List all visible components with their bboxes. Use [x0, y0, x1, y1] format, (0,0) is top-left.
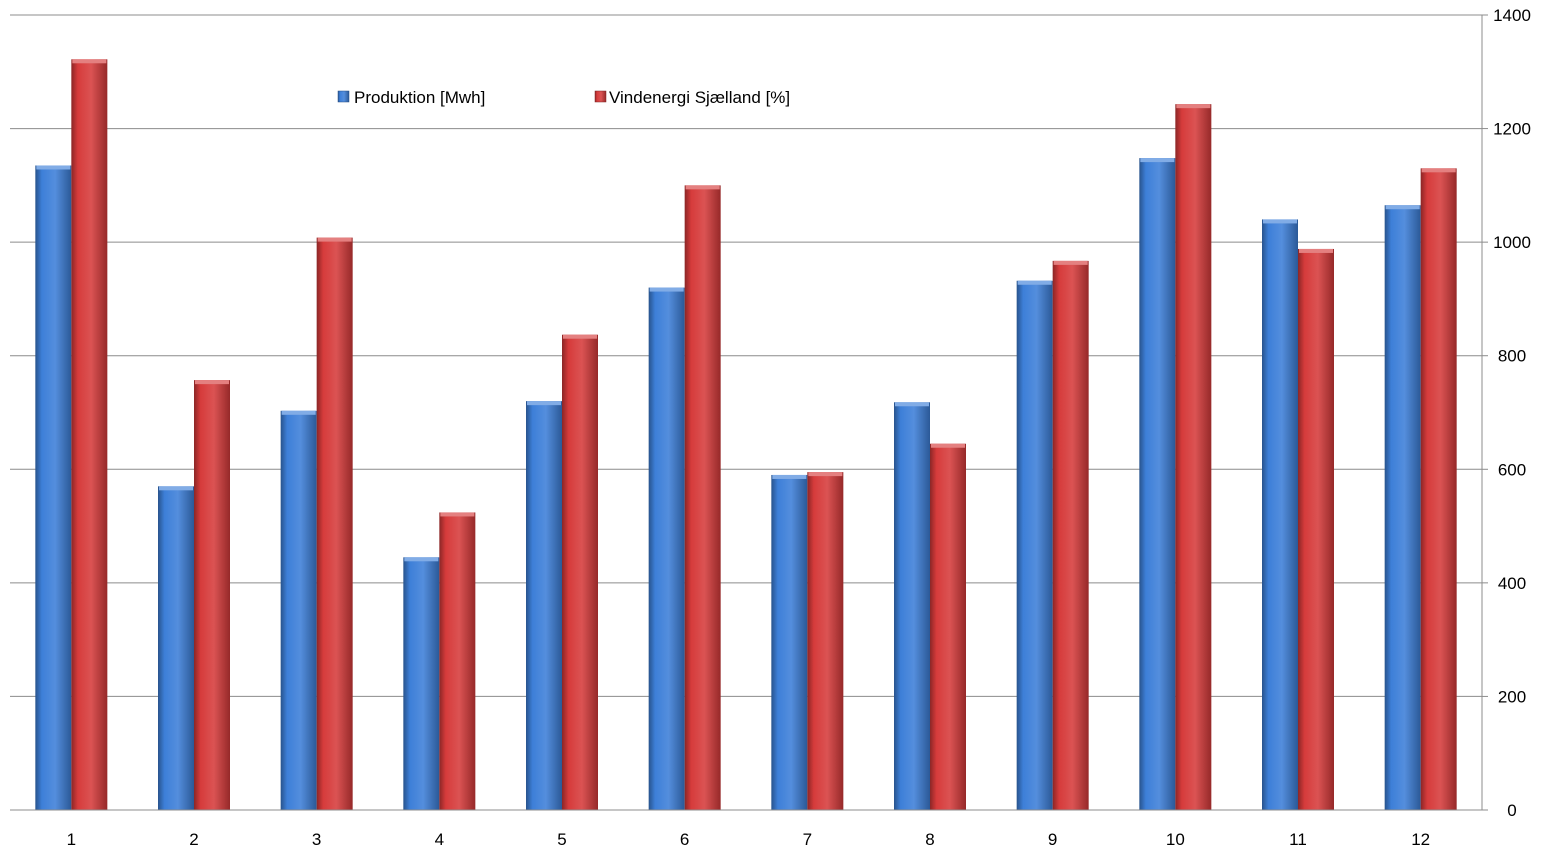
x-tick-label-1: 1 [67, 830, 76, 849]
x-tick-label-8: 8 [925, 830, 934, 849]
y-tick-label-0: 0 [1507, 801, 1516, 820]
bar-cap-produktion-4 [404, 557, 439, 562]
y-tick-label-1000: 1000 [1493, 233, 1531, 252]
legend-swatch-vindenergi [594, 90, 607, 103]
x-tick-label-5: 5 [557, 830, 566, 849]
bar-produktion-8 [894, 402, 930, 810]
y-tick-label-600: 600 [1498, 460, 1526, 479]
bar-produktion-5 [526, 401, 562, 810]
y-tick-label-1400: 1400 [1493, 6, 1531, 25]
y-tick-label-800: 800 [1498, 347, 1526, 366]
bar-vindenergi-10 [1175, 104, 1212, 811]
bar-cap-vindenergi-5 [563, 334, 597, 339]
x-tick-label-7: 7 [803, 830, 812, 849]
bar-cap-produktion-9 [1017, 280, 1052, 285]
x-tick-label-6: 6 [680, 830, 689, 849]
bar-cap-vindenergi-2 [195, 380, 229, 385]
bar-cap-vindenergi-12 [1421, 168, 1456, 173]
bar-cap-vindenergi-1 [72, 59, 107, 64]
bar-cap-produktion-3 [281, 410, 316, 415]
bar-vindenergi-4 [439, 512, 476, 810]
bar-vindenergi-9 [1052, 260, 1089, 810]
bar-produktion-10 [1139, 158, 1176, 811]
bar-produktion-7 [771, 474, 808, 810]
bar-cap-vindenergi-10 [1176, 104, 1211, 109]
x-tick-label-2: 2 [189, 830, 198, 849]
legend-label-vindenergi: Vindenergi Sjælland [%] [609, 88, 790, 107]
x-tick-label-3: 3 [312, 830, 321, 849]
bar-produktion-1 [35, 165, 72, 810]
bar-produktion-9 [1016, 280, 1053, 810]
bar-vindenergi-2 [194, 380, 230, 810]
bar-cap-produktion-1 [36, 165, 71, 170]
x-tick-label-9: 9 [1048, 830, 1057, 849]
bar-vindenergi-6 [684, 185, 721, 810]
bar-vindenergi-5 [562, 334, 598, 810]
bars [35, 59, 1457, 811]
bar-cap-vindenergi-4 [440, 512, 475, 517]
x-tick-label-10: 10 [1166, 830, 1185, 849]
gridlines [10, 14, 1482, 811]
bar-cap-vindenergi-8 [931, 443, 965, 448]
bar-produktion-6 [648, 287, 685, 811]
bar-cap-vindenergi-11 [1299, 248, 1333, 253]
bar-produktion-3 [280, 410, 317, 810]
bar-vindenergi-7 [807, 472, 844, 810]
y-tick-label-400: 400 [1498, 574, 1526, 593]
bar-cap-vindenergi-7 [808, 472, 843, 477]
bar-cap-vindenergi-3 [317, 237, 352, 242]
legend-swatch-produktion [337, 90, 350, 103]
bar-cap-produktion-10 [1140, 158, 1175, 163]
bar-produktion-2 [158, 486, 194, 810]
bar-cap-vindenergi-9 [1053, 260, 1088, 265]
bar-produktion-12 [1384, 205, 1421, 810]
bar-produktion-4 [403, 557, 440, 810]
bar-cap-produktion-2 [159, 486, 193, 491]
bar-cap-produktion-5 [527, 401, 561, 406]
x-tick-label-11: 11 [1289, 830, 1307, 849]
bar-cap-produktion-7 [772, 474, 807, 479]
bar-vindenergi-11 [1298, 248, 1334, 810]
y-tick-label-1200: 1200 [1493, 120, 1531, 139]
x-tick-label-12: 12 [1411, 830, 1430, 849]
legend-label-produktion: Produktion [Mwh] [354, 88, 485, 107]
bar-vindenergi-12 [1420, 168, 1457, 811]
y-tick-label-200: 200 [1498, 687, 1526, 706]
bar-vindenergi-1 [71, 59, 108, 811]
legend: Produktion [Mwh] Vindenergi Sjælland [%] [337, 88, 790, 107]
bar-vindenergi-8 [930, 443, 966, 810]
bar-cap-produktion-6 [649, 287, 684, 292]
bar-cap-vindenergi-6 [685, 185, 720, 190]
bar-produktion-11 [1262, 219, 1298, 810]
bar-cap-produktion-8 [895, 402, 929, 407]
bar-vindenergi-3 [316, 237, 353, 811]
x-tick-label-4: 4 [435, 830, 444, 849]
bar-cap-produktion-12 [1385, 205, 1420, 210]
bar-cap-produktion-11 [1263, 219, 1297, 224]
